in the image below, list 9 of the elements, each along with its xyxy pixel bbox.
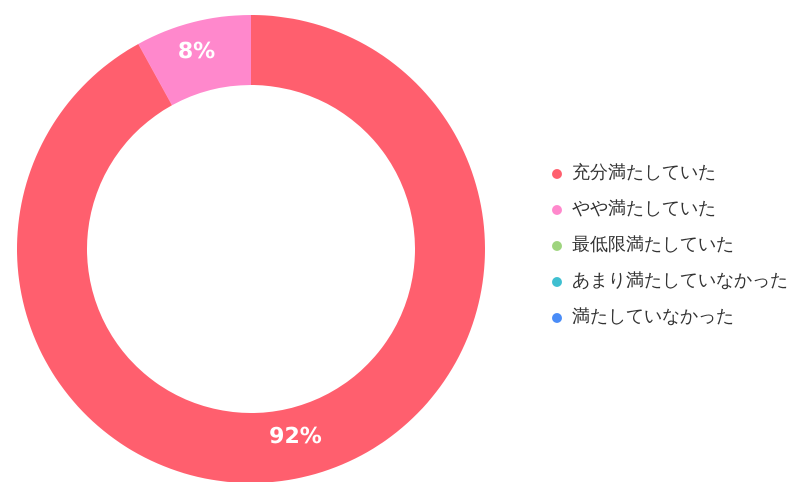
- data-label: 92%: [269, 424, 322, 450]
- legend-label: 満たしていなかった: [572, 306, 734, 327]
- donut-slice: [17, 15, 485, 482]
- data-label: 8%: [178, 38, 216, 64]
- legend-label: やや満たしていた: [572, 198, 716, 219]
- legend-label: あまり満たしていなかった: [572, 270, 788, 291]
- legend-label: 充分満たしていた: [572, 162, 716, 183]
- donut-slice: [138, 15, 251, 106]
- legend-label: 最低限満たしていた: [572, 234, 734, 255]
